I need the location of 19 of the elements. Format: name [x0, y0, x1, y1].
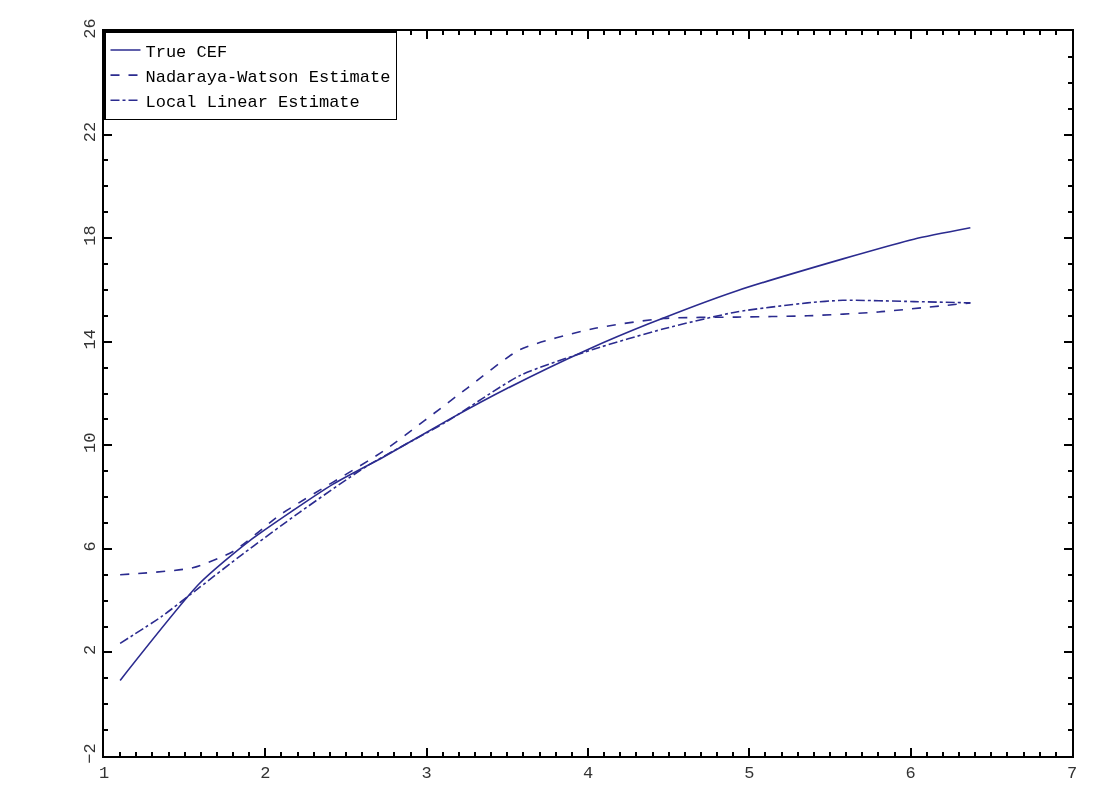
- y-tick-label: 14: [81, 328, 101, 350]
- y-tick-label: 10: [81, 432, 101, 453]
- y-tick-label: 6: [81, 541, 101, 552]
- y-tick-label: 22: [81, 121, 101, 143]
- x-tick-label: 3: [421, 764, 432, 784]
- line-series: [119, 226, 972, 682]
- y-tick-label: −2: [81, 743, 101, 764]
- x-tick-label: 4: [582, 764, 594, 784]
- y-tick-label: 18: [81, 225, 101, 246]
- x-tick-label: 7: [1066, 764, 1078, 784]
- legend-label: Nadaraya-Watson Estimate: [145, 67, 391, 87]
- y-tick-label: 2: [81, 644, 101, 655]
- legend-label: True CEF: [145, 42, 228, 62]
- x-tick-label: 5: [744, 764, 755, 784]
- legend-label: Local Linear Estimate: [145, 92, 360, 112]
- x-tick-label: 2: [260, 764, 271, 784]
- y-tick-label: 26: [81, 18, 101, 39]
- x-tick-label: 6: [905, 764, 916, 784]
- x-tick-label: 1: [98, 764, 110, 784]
